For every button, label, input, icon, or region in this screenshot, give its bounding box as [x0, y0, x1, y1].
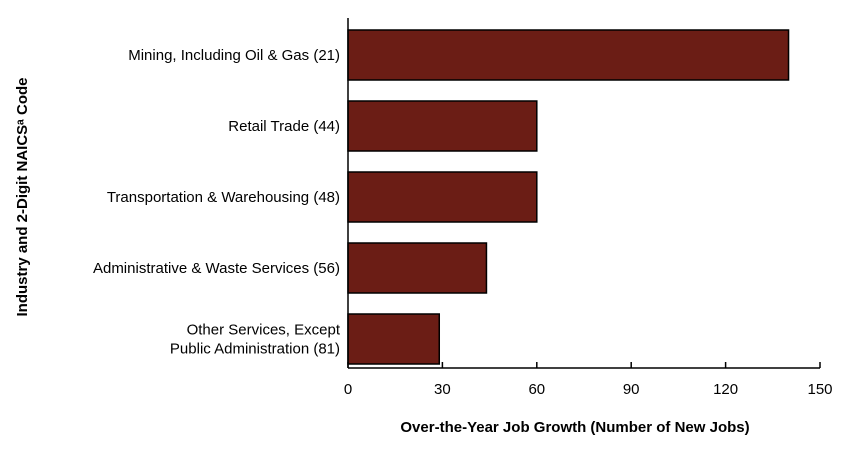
category-label-4-line-1: Public Administration (81) [170, 341, 340, 358]
category-label-4-line-0: Other Services, Except [187, 322, 341, 339]
x-tick-label-4: 120 [713, 381, 738, 398]
category-label-0: Mining, Including Oil & Gas (21) [128, 47, 340, 64]
bar-0 [347, 29, 790, 81]
bar-1 [347, 100, 538, 152]
x-ticks: 0 30 60 90 120 150 [344, 362, 833, 398]
category-label-2: Transportation & Warehousing (48) [107, 189, 340, 206]
category-label-1: Retail Trade (44) [228, 118, 340, 135]
x-tick-label-0: 0 [344, 381, 352, 398]
bar-2 [347, 171, 538, 223]
x-tick-label-1: 30 [434, 381, 451, 398]
x-axis-title: Over-the-Year Job Growth (Number of New … [400, 419, 749, 436]
bar-4 [347, 313, 441, 365]
x-tick-label-2: 60 [528, 381, 545, 398]
bars-group [347, 29, 790, 365]
x-tick-label-5: 150 [807, 381, 832, 398]
category-label-3: Administrative & Waste Services (56) [93, 260, 340, 277]
category-labels: Mining, Including Oil & Gas (21) Retail T… [93, 47, 341, 358]
bar-3 [347, 242, 488, 294]
y-axis-title: Industry and 2-Digit NAICSᵃ Code [14, 77, 31, 316]
x-tick-label-3: 90 [623, 381, 640, 398]
